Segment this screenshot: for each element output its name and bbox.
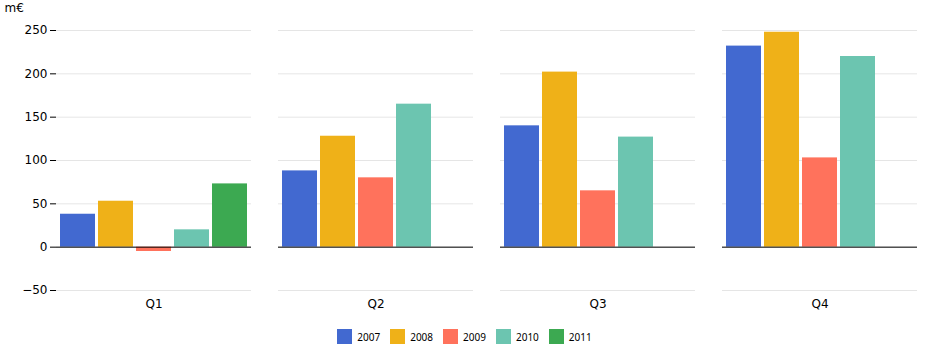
html-text:2010: 2010 bbox=[515, 329, 539, 344]
html-text:2011: 2011 bbox=[568, 329, 592, 344]
svg-text:Q2: Q2 bbox=[367, 297, 384, 311]
svg-text:150: 150 bbox=[25, 110, 48, 124]
svg-text:m€: m€ bbox=[5, 1, 24, 15]
svg-text:−50: −50 bbox=[22, 283, 47, 297]
svg-text:Q3: Q3 bbox=[589, 297, 606, 311]
svg-text:250: 250 bbox=[25, 23, 48, 37]
svg-text:Q4: Q4 bbox=[811, 297, 828, 311]
svg-text:Q1: Q1 bbox=[145, 297, 162, 311]
html-text:2007: 2007 bbox=[357, 329, 381, 344]
svg-text:0: 0 bbox=[40, 240, 48, 254]
svg-text:50: 50 bbox=[32, 197, 47, 211]
html-text:2009: 2009 bbox=[463, 329, 486, 344]
svg-text:100: 100 bbox=[25, 153, 48, 167]
html-text:2008: 2008 bbox=[410, 329, 433, 344]
svg-text:200: 200 bbox=[25, 67, 48, 81]
